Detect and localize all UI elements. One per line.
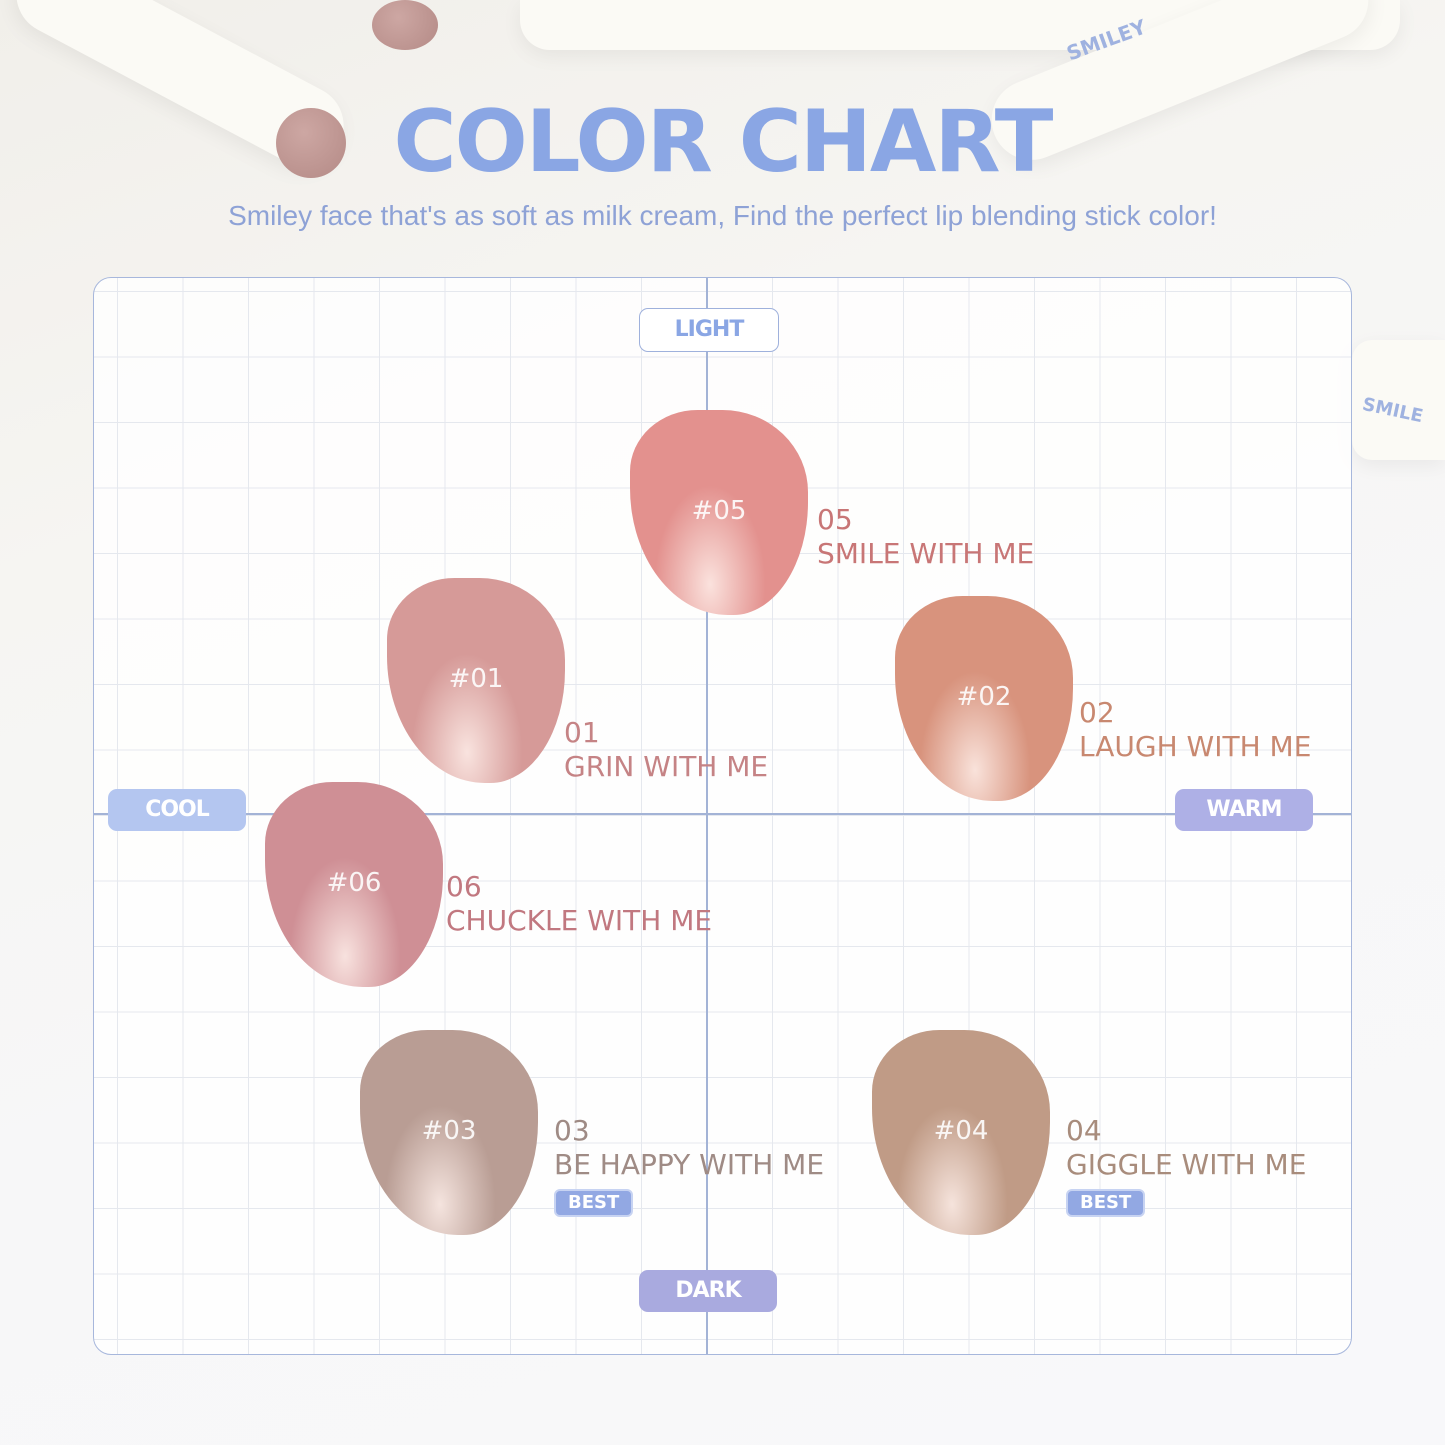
shade-label-04: 04 GIGGLE WITH ME BEST (1066, 1114, 1306, 1217)
axis-label-warm: WARM (1175, 789, 1313, 831)
shade-swatch-06: #06 (265, 782, 443, 987)
shade-number: 01 (564, 716, 600, 749)
shade-label-02: 02 LAUGH WITH ME (1079, 696, 1311, 764)
shade-number: 04 (1066, 1114, 1102, 1147)
horizontal-axis (94, 813, 1351, 815)
shade-label-03: 03 BE HAPPY WITH ME BEST (554, 1114, 824, 1217)
best-badge: BEST (1066, 1189, 1146, 1217)
shade-label-01: 01 GRIN WITH ME (564, 716, 768, 784)
axis-label-cool: COOL (108, 789, 246, 831)
shade-tag: #05 (691, 496, 747, 527)
page-title: COLOR CHART (393, 92, 1054, 192)
axis-label-dark: DARK (639, 1270, 777, 1312)
shade-tag: #01 (448, 664, 504, 695)
shade-number: 03 (554, 1114, 590, 1147)
shade-name: SMILE WITH ME (817, 537, 1035, 570)
vertical-axis (706, 278, 708, 1354)
shade-label-06: 06 CHUCKLE WITH ME (446, 870, 712, 938)
shade-tag: #03 (421, 1116, 477, 1147)
product-tip-decoration (276, 108, 346, 178)
product-stick-decoration (1352, 340, 1445, 460)
shade-name: LAUGH WITH ME (1079, 730, 1312, 763)
product-tip-decoration (372, 0, 438, 50)
shade-tag: #02 (956, 682, 1012, 713)
shade-number: 05 (817, 503, 853, 536)
shade-number: 02 (1079, 696, 1115, 729)
shade-name: BE HAPPY WITH ME (554, 1148, 825, 1181)
page-subtitle: Smiley face that's as soft as milk cream… (228, 200, 1217, 231)
shade-name: GIGGLE WITH ME (1066, 1148, 1307, 1181)
shade-name: CHUCKLE WITH ME (446, 904, 713, 937)
axis-label-light: LIGHT (639, 308, 779, 352)
shade-tag: #06 (326, 868, 382, 899)
shade-label-05: 05 SMILE WITH ME (817, 503, 1034, 571)
shade-tag: #04 (933, 1116, 989, 1147)
best-badge: BEST (554, 1189, 634, 1217)
shade-name: GRIN WITH ME (564, 750, 769, 783)
shade-number: 06 (446, 870, 482, 903)
